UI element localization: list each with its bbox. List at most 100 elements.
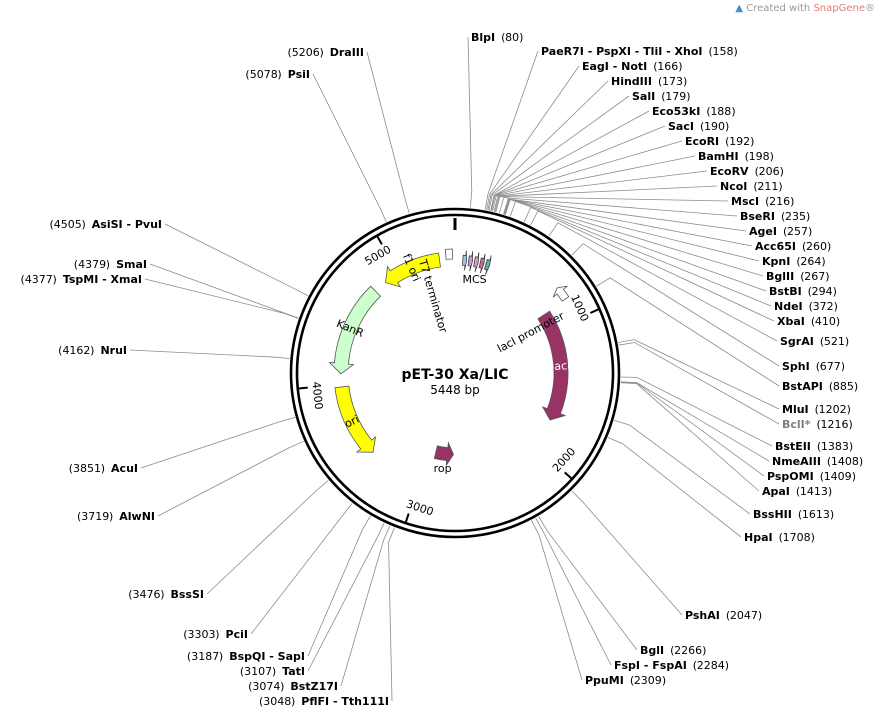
feature-f1-ori[interactable] bbox=[385, 252, 441, 288]
site-pos-open: ( bbox=[74, 258, 78, 271]
feature-rop[interactable] bbox=[433, 441, 454, 466]
site-pos-close: ) bbox=[821, 255, 825, 268]
site-nrui[interactable]: NruI)4162( bbox=[58, 344, 127, 357]
site-bcli[interactable]: BclI* (1216) bbox=[782, 418, 853, 431]
site-pos-open: ( bbox=[706, 105, 710, 118]
site-position: 3851 bbox=[73, 462, 101, 475]
credit-prefix: Created with bbox=[746, 3, 814, 14]
feature-laci[interactable] bbox=[537, 310, 569, 421]
feature-laci-promoter[interactable] bbox=[552, 285, 570, 302]
feature-label-rop: rop bbox=[434, 462, 452, 475]
site-smai[interactable]: SmaI)4379( bbox=[74, 258, 147, 271]
site-leader-acc65i bbox=[503, 198, 753, 247]
site-bstbi[interactable]: BstBI (294) bbox=[769, 285, 837, 298]
feature-kanr[interactable] bbox=[328, 285, 382, 375]
site-pos-close: ) bbox=[106, 258, 110, 271]
site-bsssi[interactable]: BssSI)3476( bbox=[128, 588, 204, 601]
site-nmeaiii[interactable]: NmeAIII (1408) bbox=[772, 455, 863, 468]
site-pos-open: ( bbox=[248, 680, 252, 693]
site-pos-open: ( bbox=[725, 135, 729, 148]
site-tspmi-xmai[interactable]: TspMI - XmaI)4377( bbox=[21, 273, 142, 286]
plasmid-length: 5448 bp bbox=[430, 383, 480, 397]
site-bsshii[interactable]: BssHII (1613) bbox=[753, 508, 834, 521]
site-ecorv[interactable]: EcoRV (206) bbox=[710, 165, 784, 178]
feature-ori[interactable] bbox=[334, 385, 377, 453]
site-pos-open: ( bbox=[820, 470, 824, 483]
site-sgrai[interactable]: SgrAI (521) bbox=[780, 335, 849, 348]
site-position: 235 bbox=[785, 210, 806, 223]
site-pos-close: ) bbox=[836, 315, 840, 328]
site-position: 206 bbox=[759, 165, 780, 178]
site-apai[interactable]: ApaI (1413) bbox=[762, 485, 832, 498]
site-bgli[interactable]: BglI (2266) bbox=[640, 644, 706, 657]
site-ncoi[interactable]: NcoI (211) bbox=[720, 180, 783, 193]
tick-mark-2000 bbox=[564, 471, 573, 480]
site-pos-open: ( bbox=[800, 270, 804, 283]
site-pos-close: ) bbox=[806, 210, 810, 223]
site-pos-close: ) bbox=[277, 68, 281, 81]
site-hpai[interactable]: HpaI (1708) bbox=[744, 531, 815, 544]
site-bglii[interactable]: BglII (267) bbox=[766, 270, 830, 283]
site-sphi[interactable]: SphI (677) bbox=[782, 360, 845, 373]
site-ppumi[interactable]: PpuMI (2309) bbox=[585, 674, 666, 687]
site-mlui[interactable]: MluI (1202) bbox=[782, 403, 851, 416]
site-blpi[interactable]: BlpI (80) bbox=[471, 31, 523, 44]
site-xbai[interactable]: XbaI (410) bbox=[777, 315, 840, 328]
site-pos-close: ) bbox=[519, 31, 523, 44]
site-pos-close: ) bbox=[859, 455, 863, 468]
site-kpni[interactable]: KpnI (264) bbox=[762, 255, 826, 268]
site-asisi-pvui[interactable]: AsiSI - PvuI)4505( bbox=[49, 218, 162, 231]
site-leader-kpni bbox=[504, 198, 760, 262]
site-name: BstEII bbox=[775, 440, 811, 453]
site-hindiii[interactable]: HindIII (173) bbox=[611, 75, 687, 88]
site-leader-bsssi bbox=[206, 480, 329, 595]
site-leader-ndei bbox=[523, 206, 772, 307]
site-leader-eagi-noti bbox=[486, 65, 580, 211]
site-fspi-fspai[interactable]: FspI - FspAI (2284) bbox=[614, 659, 729, 672]
site-name: Acc65I bbox=[755, 240, 796, 253]
site-saci[interactable]: SacI (190) bbox=[668, 120, 729, 133]
site-pos-close: ) bbox=[827, 240, 831, 253]
site-bspqi-sapi[interactable]: BspQI - SapI)3187( bbox=[187, 650, 305, 663]
site-eco53ki[interactable]: Eco53kI (188) bbox=[652, 105, 736, 118]
site-position: 2309 bbox=[634, 674, 662, 687]
site-bsteii[interactable]: BstEII (1383) bbox=[775, 440, 853, 453]
site-pos-close: ) bbox=[830, 508, 834, 521]
site-alwni[interactable]: AlwNI)3719( bbox=[77, 510, 155, 523]
site-acc65i[interactable]: Acc65I (260) bbox=[755, 240, 831, 253]
site-sali[interactable]: SalI (179) bbox=[632, 90, 691, 103]
site-ecori[interactable]: EcoRI (192) bbox=[685, 135, 754, 148]
site-eagi-noti[interactable]: EagI - NotI (166) bbox=[582, 60, 683, 73]
site-acui[interactable]: AcuI)3851( bbox=[69, 462, 138, 475]
site-pos-close: ) bbox=[845, 335, 849, 348]
site-agei[interactable]: AgeI (257) bbox=[749, 225, 812, 238]
tick-mark-4000 bbox=[298, 386, 308, 390]
site-name: AgeI bbox=[749, 225, 777, 238]
site-tati[interactable]: TatI)3107( bbox=[240, 665, 305, 678]
feature-mcs[interactable] bbox=[462, 250, 492, 275]
site-pcii[interactable]: PciI)3303( bbox=[183, 628, 248, 641]
site-pos-close: ) bbox=[770, 150, 774, 163]
backbone-outer-strand bbox=[289, 207, 621, 539]
site-bamhi[interactable]: BamHI (198) bbox=[698, 150, 774, 163]
site-leader-hpai bbox=[607, 437, 742, 538]
site-ndei[interactable]: NdeI (372) bbox=[774, 300, 838, 313]
site-paer7i-pspxi-tlii-xhoi[interactable]: PaeR7I - PspXI - TliI - XhoI (158) bbox=[541, 45, 738, 58]
site-pos-close: ) bbox=[854, 380, 858, 393]
tick-label-5000: 5000 bbox=[363, 243, 394, 268]
site-pos-open: ( bbox=[709, 45, 713, 58]
site-bseri[interactable]: BseRI (235) bbox=[740, 210, 810, 223]
tick-label-4000: 4000 bbox=[309, 381, 325, 410]
site-msci[interactable]: MscI (216) bbox=[731, 195, 794, 208]
site-pshai[interactable]: PshAI (2047) bbox=[685, 609, 762, 622]
site-pflfi-tth111i[interactable]: PflFI - Tth111I)3048( bbox=[259, 695, 389, 708]
site-bstz17i[interactable]: BstZ17I)3074( bbox=[248, 680, 338, 693]
site-pos-close: ) bbox=[849, 440, 853, 453]
feature-t7-terminator[interactable] bbox=[444, 248, 454, 260]
site-pos-close: ) bbox=[849, 418, 853, 431]
site-pos-open: ( bbox=[670, 644, 674, 657]
site-bstapi[interactable]: BstAPI (885) bbox=[782, 380, 858, 393]
site-draiii[interactable]: DraIII)5206( bbox=[287, 46, 364, 59]
site-psii[interactable]: PsiI)5078( bbox=[245, 68, 310, 81]
site-pspomi[interactable]: PspOMI (1409) bbox=[767, 470, 856, 483]
